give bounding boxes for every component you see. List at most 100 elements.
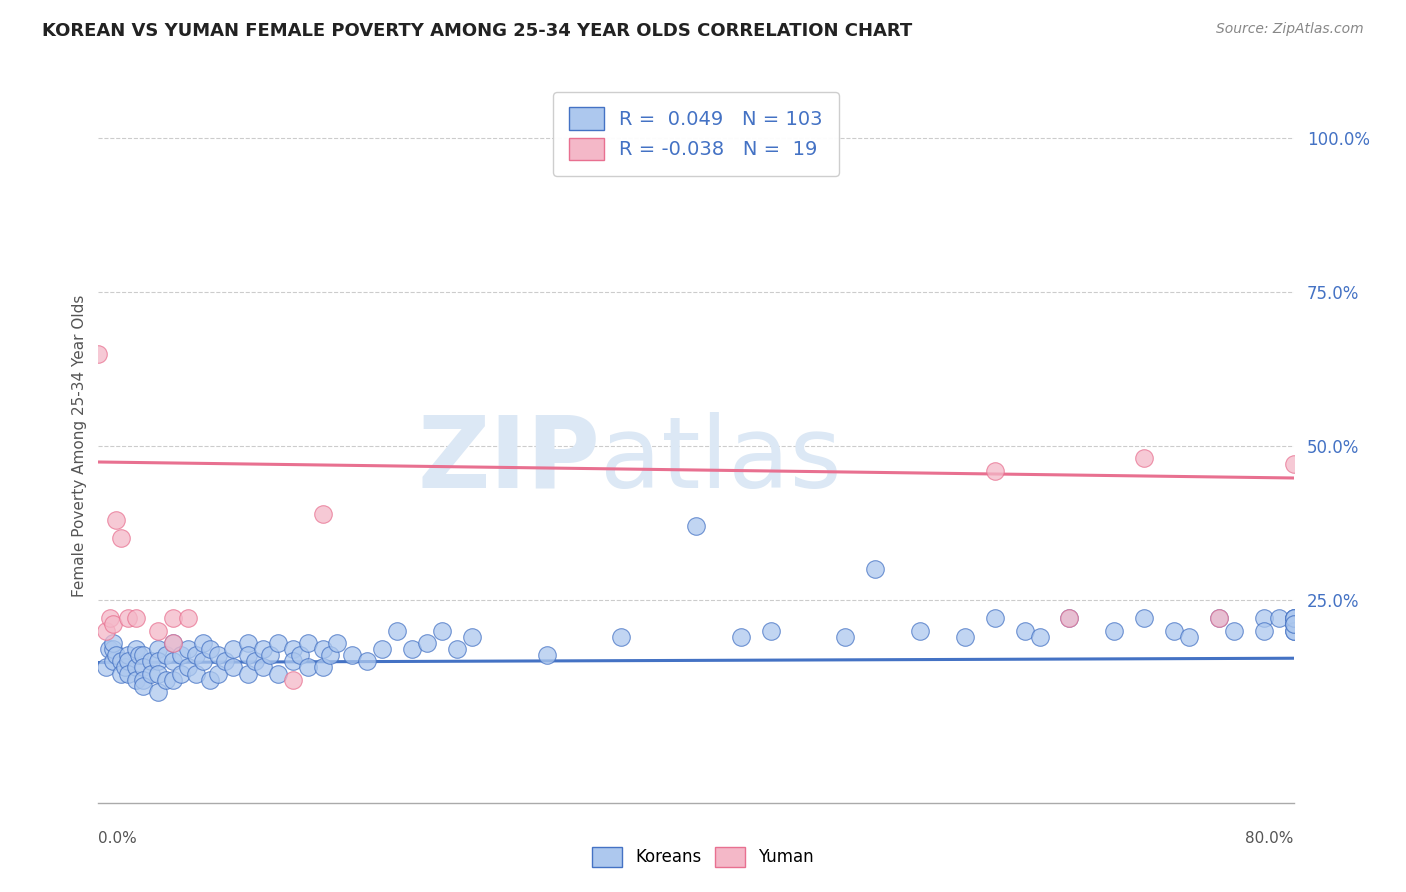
Point <box>162 673 184 687</box>
Point <box>236 666 259 681</box>
Point <box>1178 630 1201 644</box>
Text: ZIP: ZIP <box>418 412 600 508</box>
Point <box>311 642 333 657</box>
Point <box>1223 624 1246 638</box>
Point <box>132 660 155 674</box>
Point <box>267 666 290 681</box>
Point <box>288 648 311 662</box>
Point <box>319 648 342 662</box>
Y-axis label: Female Poverty Among 25-34 Year Olds: Female Poverty Among 25-34 Year Olds <box>72 295 87 597</box>
Point <box>103 654 125 668</box>
Point <box>259 648 281 662</box>
Point <box>132 679 155 693</box>
Point <box>110 531 132 545</box>
Point <box>759 624 782 638</box>
Point <box>245 654 267 668</box>
Point <box>105 513 128 527</box>
Point <box>139 666 162 681</box>
Point <box>184 666 207 681</box>
Point <box>148 642 170 657</box>
Point <box>177 642 200 657</box>
Text: Source: ZipAtlas.com: Source: ZipAtlas.com <box>1216 22 1364 37</box>
Legend: R =  0.049   N = 103, R = -0.038   N =  19: R = 0.049 N = 103, R = -0.038 N = 19 <box>554 92 838 176</box>
Point <box>110 654 132 668</box>
Point <box>252 660 274 674</box>
Point <box>297 636 319 650</box>
Point <box>117 666 139 681</box>
Point <box>1028 630 1050 644</box>
Point <box>281 642 304 657</box>
Point <box>162 636 184 650</box>
Point <box>1282 611 1305 625</box>
Point <box>103 636 125 650</box>
Point <box>110 666 132 681</box>
Point <box>191 654 214 668</box>
Point <box>1208 611 1230 625</box>
Point <box>117 611 139 625</box>
Point <box>1267 611 1289 625</box>
Point <box>281 654 304 668</box>
Point <box>1059 611 1081 625</box>
Point <box>1282 624 1305 638</box>
Point <box>311 507 333 521</box>
Point <box>252 642 274 657</box>
Text: atlas: atlas <box>600 412 842 508</box>
Point <box>94 624 117 638</box>
Point <box>834 630 856 644</box>
Point <box>430 624 453 638</box>
Point <box>1133 451 1156 466</box>
Point <box>730 630 752 644</box>
Point <box>214 654 236 668</box>
Point <box>128 648 150 662</box>
Point <box>1282 458 1305 472</box>
Point <box>1282 617 1305 632</box>
Point <box>191 636 214 650</box>
Point <box>385 624 409 638</box>
Point <box>1282 617 1305 632</box>
Point <box>342 648 364 662</box>
Point <box>1014 624 1036 638</box>
Point <box>983 611 1005 625</box>
Point <box>865 562 887 576</box>
Point <box>117 654 139 668</box>
Text: 0.0%: 0.0% <box>98 831 138 846</box>
Point <box>685 519 707 533</box>
Point <box>222 660 245 674</box>
Point <box>162 654 184 668</box>
Point <box>356 654 378 668</box>
Point <box>117 648 139 662</box>
Point <box>446 642 468 657</box>
Point <box>169 666 191 681</box>
Point <box>536 648 558 662</box>
Point <box>155 648 177 662</box>
Point <box>236 636 259 650</box>
Point <box>97 642 120 657</box>
Point <box>148 685 170 699</box>
Point <box>132 673 155 687</box>
Point <box>87 347 110 361</box>
Point <box>148 666 170 681</box>
Point <box>311 660 333 674</box>
Point <box>162 636 184 650</box>
Point <box>132 648 155 662</box>
Point <box>1282 624 1305 638</box>
Point <box>177 611 200 625</box>
Point <box>169 648 191 662</box>
Point <box>148 624 170 638</box>
Point <box>401 642 423 657</box>
Point <box>207 648 229 662</box>
Point <box>114 660 136 674</box>
Point <box>162 611 184 625</box>
Point <box>1253 611 1275 625</box>
Point <box>125 642 148 657</box>
Point <box>983 464 1005 478</box>
Point <box>953 630 976 644</box>
Point <box>416 636 439 650</box>
Point <box>326 636 349 650</box>
Point <box>461 630 484 644</box>
Point <box>1163 624 1185 638</box>
Point <box>1253 624 1275 638</box>
Point <box>155 673 177 687</box>
Point <box>125 673 148 687</box>
Point <box>139 654 162 668</box>
